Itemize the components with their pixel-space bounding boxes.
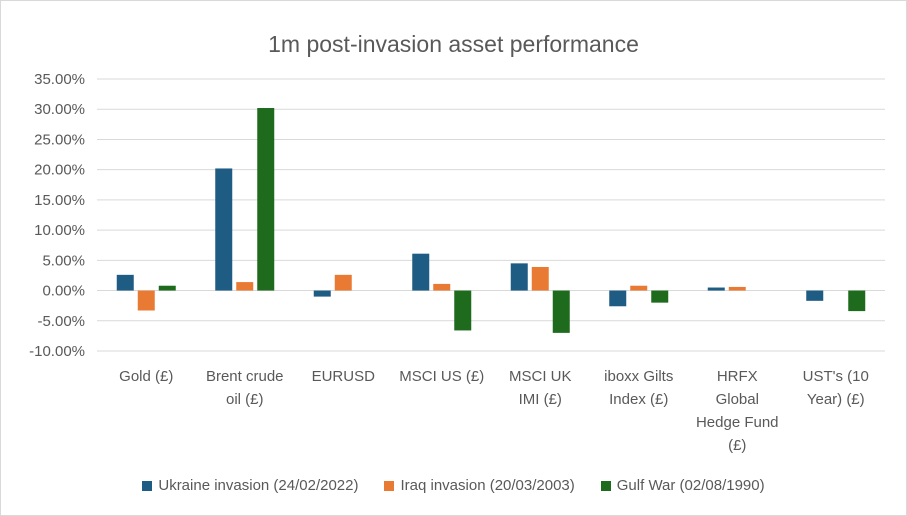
legend-item: Ukraine invasion (24/02/2022) [142,477,358,494]
y-tick-label: 5.00% [42,252,85,269]
y-tick-label: 10.00% [34,222,85,239]
bar [728,286,746,291]
legend-label: Gulf War (02/08/1990) [616,477,765,494]
y-tick-label: 0.00% [42,283,85,300]
bar [630,285,648,291]
category-label: UST's (10 [803,368,869,385]
legend-item: Iraq invasion (20/03/2003) [384,477,575,494]
category-label: HRFX [717,368,758,385]
y-tick-label: -5.00% [37,313,85,330]
chart-legend: Ukraine invasion (24/02/2022) Iraq invasi… [1,477,906,494]
legend-swatch [142,480,153,491]
bar [454,290,472,331]
y-tick-label: 25.00% [34,131,85,148]
category-label: Year) (£) [807,391,865,408]
y-tick-label: 20.00% [34,162,85,179]
legend-label: Ukraine invasion (24/02/2022) [158,477,359,494]
bar [257,108,275,291]
y-tick-label: 30.00% [34,101,85,118]
bar [116,274,134,291]
category-label: oil (£) [226,391,264,408]
bar [412,253,430,291]
bar [707,287,725,291]
legend-swatch [600,480,611,491]
category-label: MSCI UK [509,368,572,385]
category-label: iboxx Gilts [604,368,673,385]
bar [651,290,669,303]
bar [313,290,331,297]
y-tick-label: 15.00% [34,192,85,209]
category-label: Global [716,391,759,408]
legend-swatch [384,480,395,491]
bar [433,283,451,291]
category-label: Gold (£) [119,368,173,385]
category-label: Index (£) [609,391,668,408]
category-label: MSCI US (£) [399,368,484,385]
bar [510,263,528,291]
chart-title: 1m post-invasion asset performance [268,31,639,57]
y-tick-label: -10.00% [29,343,85,360]
category-label: Brent crude [206,368,284,385]
bar [158,285,176,291]
category-label: IMI (£) [519,391,562,408]
bar [848,290,866,312]
bar [137,290,155,311]
legend-item: Gulf War (02/08/1990) [600,477,765,494]
category-label: Hedge Fund [696,414,779,431]
bar [531,266,549,291]
y-tick-label: 35.00% [34,71,85,88]
legend-label: Iraq invasion (20/03/2003) [400,477,575,494]
category-label: EURUSD [312,368,376,385]
bar [552,290,570,333]
bar [609,290,627,307]
category-label: (£) [728,437,746,454]
bar [806,290,824,301]
bar [215,168,233,291]
bar [236,282,254,291]
bar [334,274,352,291]
